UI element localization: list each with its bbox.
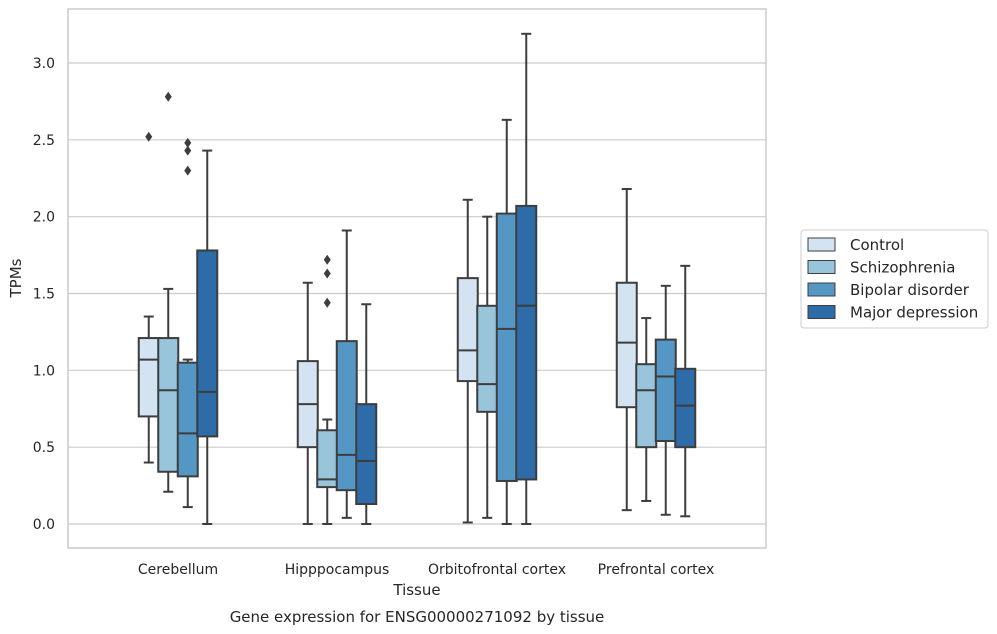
x-tick-label: Orbitofrontal cortex: [428, 562, 566, 578]
box-plot-box: [316, 254, 339, 525]
box-plot-box: [137, 131, 160, 464]
iqr-box: [635, 363, 658, 449]
iqr-box: [654, 338, 677, 443]
legend-label: Bipolar disorder: [850, 281, 970, 299]
box-plot-box: [335, 229, 358, 519]
box-plot-box: [635, 317, 658, 502]
y-tick-label: 0.0: [33, 517, 55, 533]
outlier-point: [184, 137, 192, 148]
iqr-box: [674, 367, 697, 449]
box-plot-box: [176, 137, 199, 509]
box-plot-box: [456, 198, 479, 524]
chart-caption: Gene expression for ENSG00000271092 by t…: [230, 608, 605, 626]
outlier-point: [184, 145, 192, 156]
x-tick-label: Hipppocampus: [285, 562, 390, 578]
box-plot-box: [654, 284, 677, 516]
y-tick-label: 2.0: [33, 210, 55, 226]
outlier-point: [184, 165, 192, 176]
box-plot-box: [515, 32, 538, 525]
iqr-box: [335, 340, 358, 492]
outlier-point: [145, 131, 153, 142]
legend-label: Schizophrenia: [850, 259, 955, 277]
x-tick-label: Prefrontal cortex: [598, 562, 715, 578]
legend-swatch: [807, 282, 836, 297]
box-plot-box: [615, 188, 638, 512]
box-plot-box: [674, 264, 697, 518]
legend-frame: [800, 229, 989, 329]
series-major-depression: [196, 32, 697, 525]
y-tick-label: 1.0: [33, 363, 55, 379]
outlier-point: [164, 91, 172, 102]
outlier-point: [323, 254, 331, 265]
plot-area-frame: [67, 8, 767, 549]
iqr-box: [196, 249, 219, 438]
y-tick-label: 3.0: [33, 56, 55, 72]
iqr-box: [137, 337, 160, 418]
chart-legend: Control Schizophrenia Bipolar disorder Majo…: [800, 229, 989, 329]
series-control: [137, 131, 638, 525]
y-tick-label: 2.5: [33, 133, 55, 149]
box-plot-series: [137, 32, 697, 525]
y-axis-title: TPMs: [7, 258, 25, 298]
legend-swatch: [807, 260, 836, 274]
outlier-point: [323, 268, 331, 279]
legend-label: Control: [850, 236, 904, 254]
series-schizophrenia: [157, 91, 658, 525]
iqr-box: [176, 361, 199, 478]
box-plot-box: [495, 118, 518, 525]
iqr-box: [495, 212, 518, 482]
x-axis-title: Tissue: [392, 581, 440, 599]
box-plot-box: [355, 303, 378, 525]
box-plot-box: [157, 91, 180, 493]
box-plot-box: [476, 215, 499, 519]
legend-label: Major depression: [850, 304, 978, 322]
iqr-box: [355, 403, 378, 506]
legend-swatch: [807, 305, 836, 319]
box-plot-box: [296, 281, 319, 525]
iqr-box: [456, 277, 479, 383]
iqr-box: [515, 204, 538, 481]
box-plot-box: [196, 149, 219, 525]
x-axis-ticks: Cerebellum Hipppocampus Orbitofrontal cort…: [138, 562, 714, 578]
series-bipolar-disorder: [176, 118, 677, 525]
y-tick-label: 1.5: [33, 287, 55, 303]
iqr-box: [157, 337, 180, 473]
x-tick-label: Cerebellum: [138, 562, 218, 578]
outlier-point: [323, 297, 331, 308]
legend-swatch: [807, 237, 836, 252]
iqr-box: [476, 304, 499, 413]
iqr-box: [615, 281, 638, 409]
y-axis-ticks: 0.0 0.5 1.0 1.5 2.0 2.5 3.0: [33, 56, 55, 533]
y-tick-label: 0.5: [33, 440, 55, 456]
